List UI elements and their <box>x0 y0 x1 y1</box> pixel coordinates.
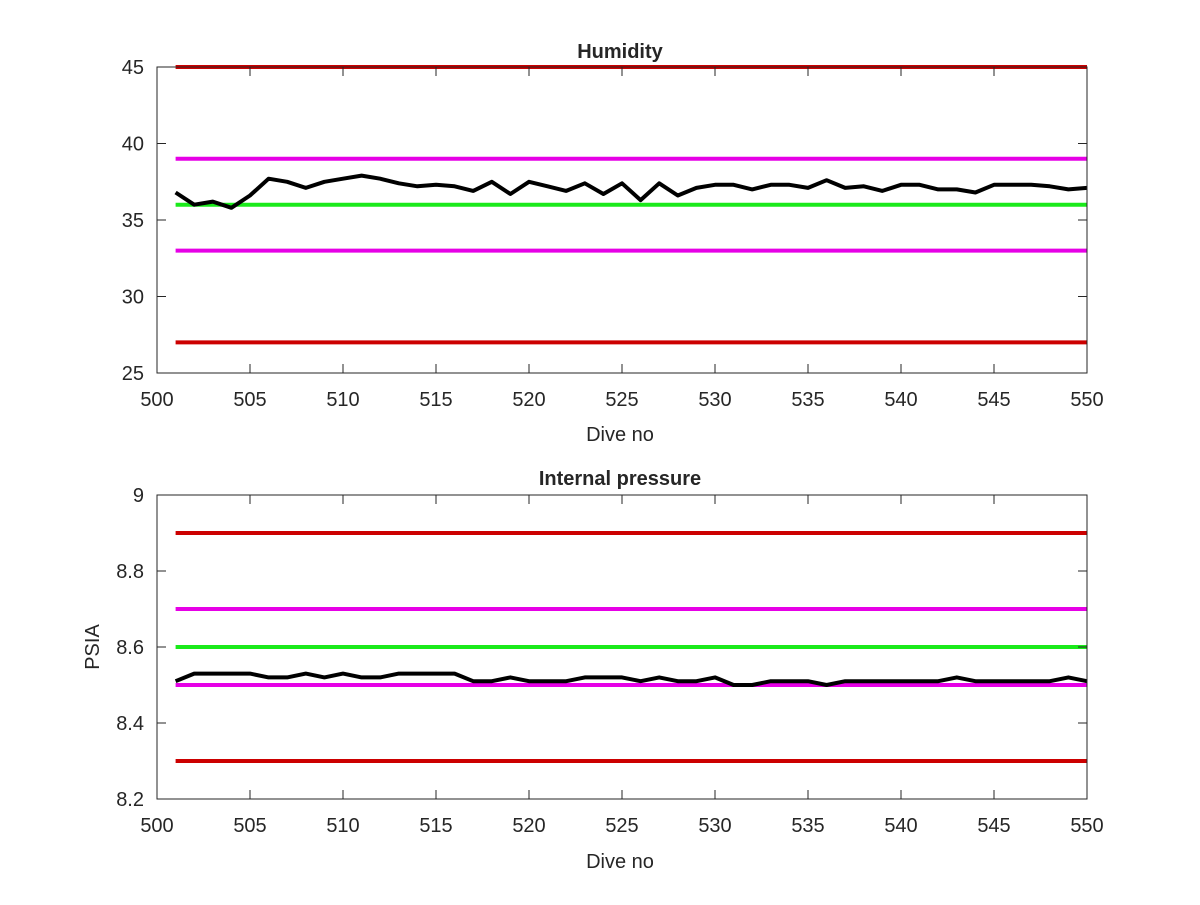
data-line <box>174 671 1088 687</box>
y-tick-label: 45 <box>122 57 144 79</box>
data-line <box>174 173 1088 210</box>
x-tick-label: 545 <box>977 389 1010 411</box>
y-tick-label: 9 <box>133 485 144 507</box>
humidity-axes: Humidity Dive no 500 505 510 515 520 525 530 53… <box>122 41 1104 446</box>
x-tick-label: 510 <box>326 389 359 411</box>
y-tick-label: 40 <box>122 134 144 156</box>
x-tick-label: 525 <box>605 389 638 411</box>
x-tick-label: 550 <box>1070 389 1103 411</box>
chart-title: Internal pressure <box>539 468 701 490</box>
x-tick-label: 515 <box>419 389 452 411</box>
x-tick-label: 530 <box>698 389 731 411</box>
x-tick-label: 535 <box>791 389 824 411</box>
x-tick-label: 500 <box>140 389 173 411</box>
internal-pressure-axes: Internal pressure Dive no PSIA 500 505 510… <box>82 468 1104 873</box>
axes-box <box>156 66 1088 374</box>
y-tick-label: 8.8 <box>116 561 144 583</box>
x-tick-label: 515 <box>419 815 452 837</box>
x-tick-label: 545 <box>977 815 1010 837</box>
x-tick-label: 505 <box>233 815 266 837</box>
x-tick-label: 500 <box>140 815 173 837</box>
y-axis-label: PSIA <box>82 624 104 670</box>
x-tick-label: 550 <box>1070 815 1103 837</box>
x-axis-label: Dive no <box>586 424 654 446</box>
x-tick-label: 530 <box>698 815 731 837</box>
y-tick-label: 25 <box>122 363 144 385</box>
x-tick-label: 520 <box>512 815 545 837</box>
chart-title: Humidity <box>577 41 663 63</box>
x-tick-label: 510 <box>326 815 359 837</box>
x-tick-label: 520 <box>512 389 545 411</box>
y-tick-label: 8.4 <box>116 713 144 735</box>
y-tick-label: 8.6 <box>116 637 144 659</box>
x-axis-label: Dive no <box>586 851 654 873</box>
y-tick-label: 30 <box>122 287 144 309</box>
x-tick-label: 540 <box>884 815 917 837</box>
x-tick-label: 540 <box>884 389 917 411</box>
y-tick-label: 8.2 <box>116 789 144 811</box>
y-tick-label: 35 <box>122 210 144 232</box>
x-tick-label: 505 <box>233 389 266 411</box>
x-tick-label: 525 <box>605 815 638 837</box>
x-tick-label: 535 <box>791 815 824 837</box>
